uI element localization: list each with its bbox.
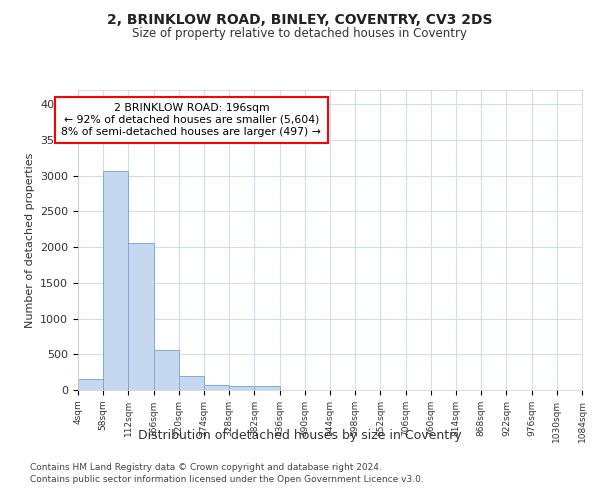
Text: Size of property relative to detached houses in Coventry: Size of property relative to detached ho… — [133, 28, 467, 40]
Text: Distribution of detached houses by size in Coventry: Distribution of detached houses by size … — [138, 428, 462, 442]
Bar — [154, 350, 179, 390]
Bar — [254, 386, 280, 390]
Bar — [128, 243, 154, 390]
Text: 2, BRINKLOW ROAD, BINLEY, COVENTRY, CV3 2DS: 2, BRINKLOW ROAD, BINLEY, COVENTRY, CV3 … — [107, 12, 493, 26]
Text: 2 BRINKLOW ROAD: 196sqm
← 92% of detached houses are smaller (5,604)
8% of semi-: 2 BRINKLOW ROAD: 196sqm ← 92% of detache… — [61, 104, 322, 136]
Y-axis label: Number of detached properties: Number of detached properties — [25, 152, 35, 328]
Bar — [179, 376, 204, 390]
Bar — [204, 385, 229, 390]
Text: Contains HM Land Registry data © Crown copyright and database right 2024.: Contains HM Land Registry data © Crown c… — [30, 464, 382, 472]
Bar — [103, 172, 128, 390]
Bar — [78, 380, 103, 390]
Text: Contains public sector information licensed under the Open Government Licence v3: Contains public sector information licen… — [30, 475, 424, 484]
Bar — [229, 386, 254, 390]
